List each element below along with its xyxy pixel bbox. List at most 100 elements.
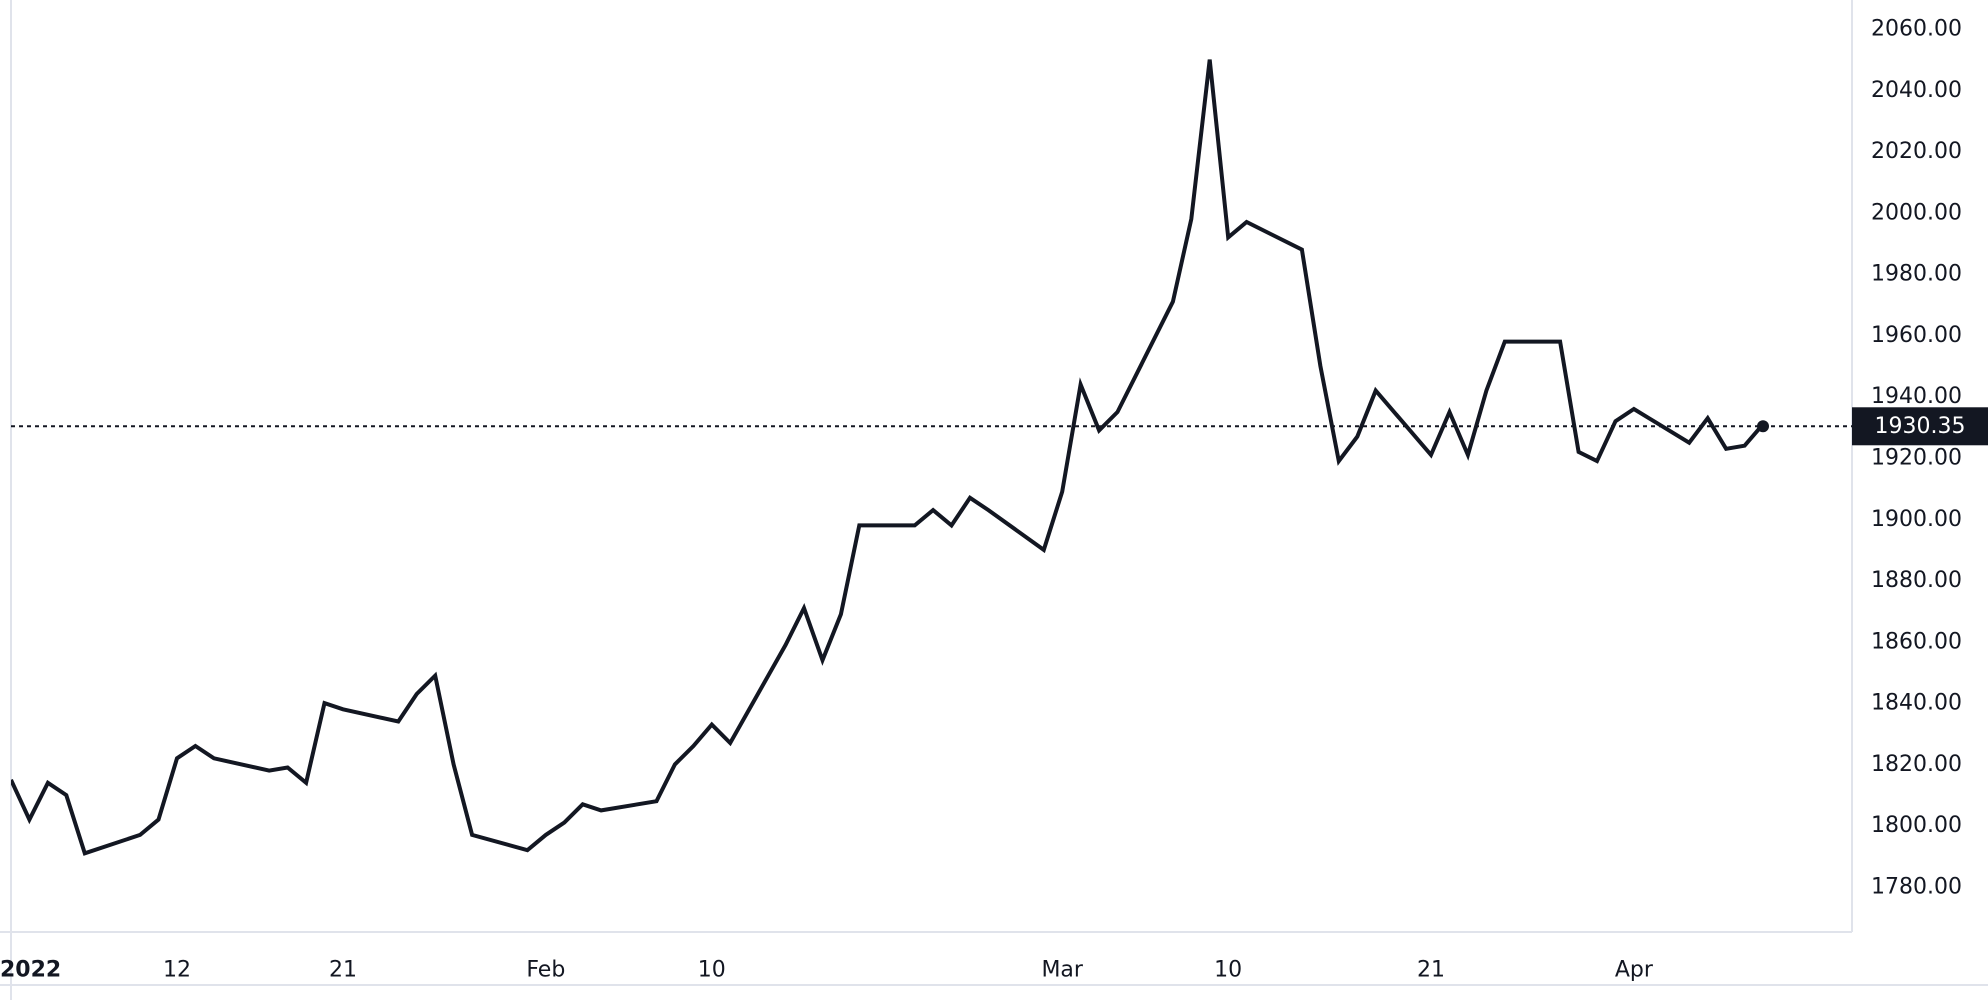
x-tick-label: 2022 <box>0 958 61 983</box>
y-tick-label: 2060.00 <box>1871 17 1962 42</box>
y-tick-label: 1940.00 <box>1871 384 1962 409</box>
data-point[interactable] <box>856 522 862 528</box>
data-point[interactable] <box>1742 443 1748 449</box>
data-point[interactable] <box>524 847 530 853</box>
y-tick-label: 1820.00 <box>1871 752 1962 777</box>
y-tick-label: 1880.00 <box>1871 568 1962 593</box>
time-axis[interactable]: 2022 12 21 Feb 10 Mar 10 21 Apr <box>0 958 1654 983</box>
data-point[interactable] <box>1336 458 1342 464</box>
data-point[interactable] <box>709 722 715 728</box>
data-point[interactable] <box>838 611 844 617</box>
x-tick-label: 12 <box>163 958 191 983</box>
x-tick-label: 10 <box>1214 958 1242 983</box>
data-point[interactable] <box>1078 381 1084 387</box>
data-point[interactable] <box>930 507 936 513</box>
data-point[interactable] <box>1299 247 1305 253</box>
data-point[interactable] <box>1631 406 1637 412</box>
y-tick-label: 1980.00 <box>1871 262 1962 287</box>
data-point[interactable] <box>543 832 549 838</box>
price-series-line[interactable] <box>11 59 1765 856</box>
data-point[interactable] <box>819 657 825 663</box>
data-point[interactable] <box>1483 388 1489 394</box>
data-point[interactable] <box>303 780 309 786</box>
data-point[interactable] <box>653 798 659 804</box>
data-point[interactable] <box>45 780 51 786</box>
data-point[interactable] <box>1170 299 1176 305</box>
data-point[interactable] <box>1188 216 1194 222</box>
data-point[interactable] <box>1041 547 1047 553</box>
data-point[interactable] <box>1207 57 1213 63</box>
data-point[interactable] <box>561 820 567 826</box>
data-point[interactable] <box>1373 388 1379 394</box>
data-point[interactable] <box>1705 415 1711 421</box>
data-point[interactable] <box>1317 363 1323 369</box>
data-point[interactable] <box>1225 234 1231 240</box>
y-tick-label: 2020.00 <box>1871 139 1962 164</box>
data-point[interactable] <box>949 522 955 528</box>
data-point[interactable] <box>285 764 291 770</box>
data-point[interactable] <box>82 850 88 856</box>
data-point[interactable] <box>1594 458 1600 464</box>
data-point[interactable] <box>26 817 32 823</box>
data-point[interactable] <box>1059 489 1065 495</box>
data-point[interactable] <box>137 832 143 838</box>
y-tick-label: 1780.00 <box>1871 875 1962 900</box>
y-tick-label: 1800.00 <box>1871 813 1962 838</box>
data-point[interactable] <box>690 743 696 749</box>
data-point[interactable] <box>598 807 604 813</box>
x-tick-label: Mar <box>1041 958 1083 983</box>
x-tick-label: 21 <box>329 958 357 983</box>
current-price-label: 1930.35 <box>1875 414 1966 439</box>
data-point[interactable] <box>1612 418 1618 424</box>
y-tick-label: 1960.00 <box>1871 323 1962 348</box>
data-point[interactable] <box>211 755 217 761</box>
data-point[interactable] <box>1428 452 1434 458</box>
data-point[interactable] <box>414 691 420 697</box>
data-point[interactable] <box>1723 446 1729 452</box>
data-point[interactable] <box>967 495 973 501</box>
data-point[interactable] <box>801 605 807 611</box>
data-point[interactable] <box>432 673 438 679</box>
data-point[interactable] <box>672 761 678 767</box>
data-point[interactable] <box>1576 449 1582 455</box>
price-axis[interactable]: 1780.00 1800.00 1820.00 1840.00 1860.00 1880.… <box>1871 17 1962 900</box>
data-point[interactable] <box>174 755 180 761</box>
data-point[interactable] <box>985 507 991 513</box>
data-point[interactable] <box>266 768 272 774</box>
data-point[interactable] <box>1557 339 1563 345</box>
y-tick-label: 2000.00 <box>1871 200 1962 225</box>
current-price-tag: 1930.35 <box>1852 407 1988 446</box>
data-point[interactable] <box>1446 409 1452 415</box>
data-point[interactable] <box>912 522 918 528</box>
data-point[interactable] <box>322 700 328 706</box>
plot-area[interactable] <box>8 57 1852 857</box>
data-point[interactable] <box>783 642 789 648</box>
y-tick-label: 2040.00 <box>1871 78 1962 103</box>
data-point[interactable] <box>63 792 69 798</box>
data-point[interactable] <box>156 817 162 823</box>
x-tick-label: Apr <box>1615 958 1654 983</box>
data-point[interactable] <box>1354 434 1360 440</box>
x-tick-label: 21 <box>1417 958 1445 983</box>
y-tick-label: 1840.00 <box>1871 691 1962 716</box>
y-tick-label: 1900.00 <box>1871 507 1962 532</box>
data-point[interactable] <box>340 706 346 712</box>
data-point[interactable] <box>192 743 198 749</box>
y-tick-label: 1860.00 <box>1871 629 1962 654</box>
data-point[interactable] <box>451 761 457 767</box>
data-point[interactable] <box>580 801 586 807</box>
data-point[interactable] <box>469 832 475 838</box>
data-point[interactable] <box>1115 409 1121 415</box>
data-point[interactable] <box>1465 452 1471 458</box>
data-point[interactable] <box>1244 219 1250 225</box>
data-point[interactable] <box>1096 427 1102 433</box>
last-price-marker <box>1757 420 1769 433</box>
data-point[interactable] <box>1502 339 1508 345</box>
data-point[interactable] <box>1686 440 1692 446</box>
data-point[interactable] <box>395 719 401 725</box>
current-price-tag-bg <box>1852 407 1988 446</box>
data-point[interactable] <box>727 740 733 746</box>
